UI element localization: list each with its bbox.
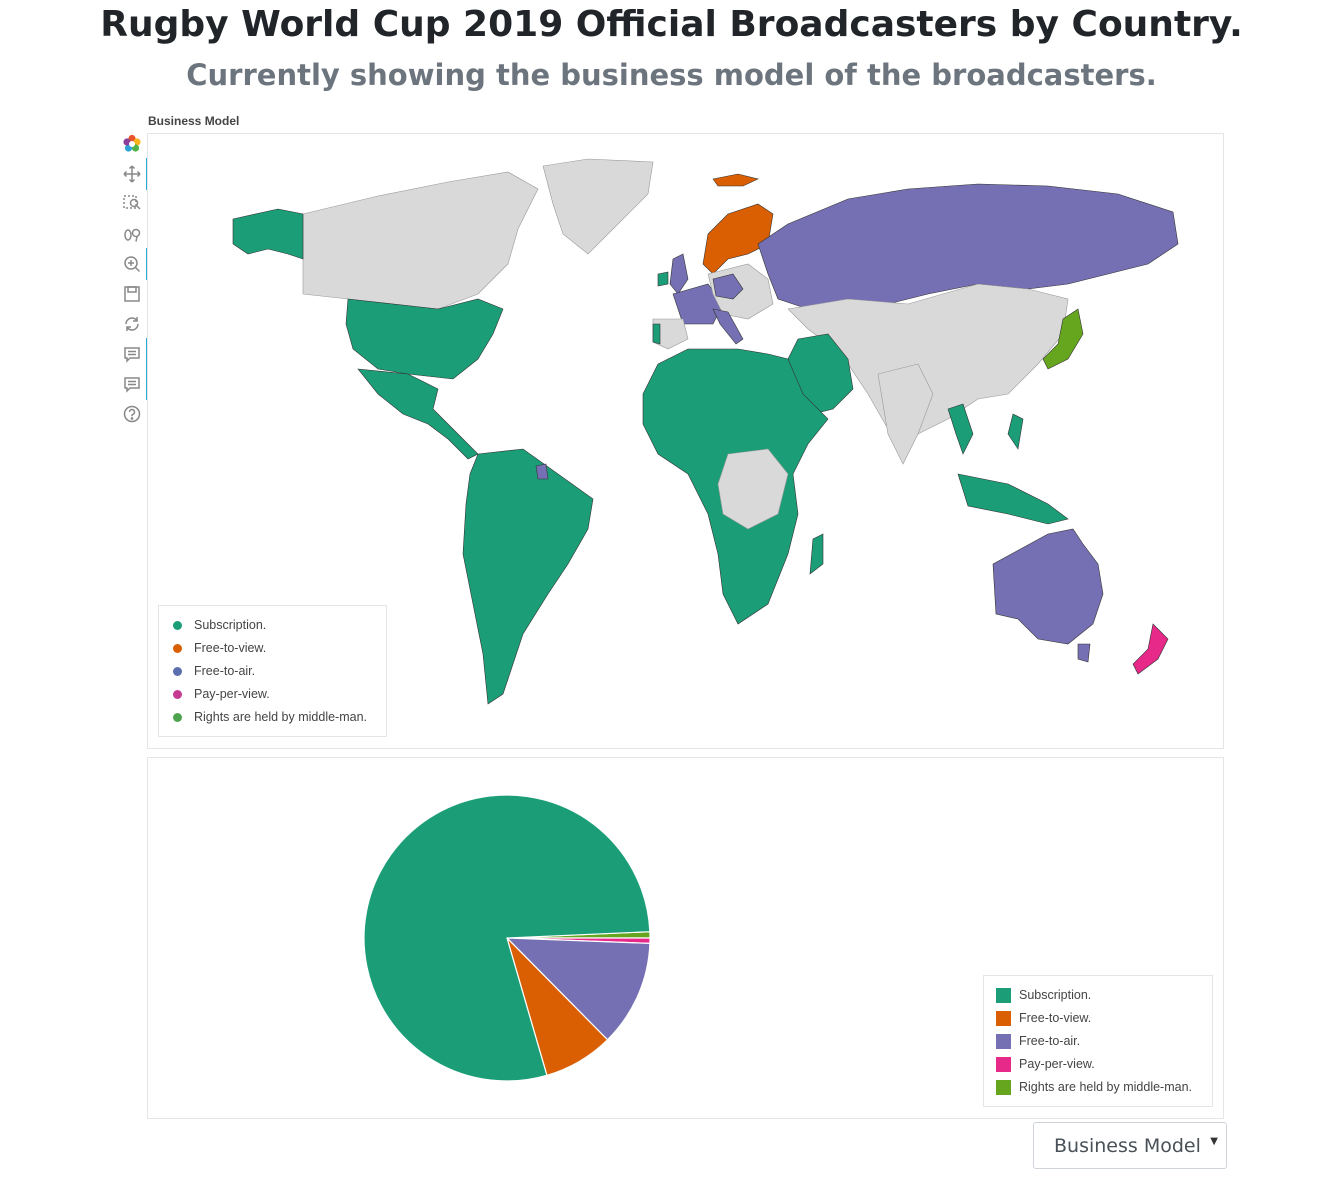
legend-swatch: [996, 1033, 1011, 1049]
pie-legend: Subscription. Free-to-view. Free-to-air.…: [983, 975, 1213, 1107]
hover-icon-2[interactable]: [120, 368, 148, 400]
legend-label: Free-to-air.: [1019, 1034, 1081, 1048]
world-map: [232, 158, 1179, 705]
help-icon[interactable]: [120, 402, 144, 426]
map-region-indonesia: [957, 473, 1069, 525]
page-title: Rugby World Cup 2019 Official Broadcaste…: [100, 4, 1243, 45]
map-region-mexico: [357, 368, 479, 460]
map-region-central-africa-gray: [717, 448, 789, 530]
pie-legend-item: Rights are held by middle-man.: [984, 1077, 1192, 1097]
legend-swatch: [173, 620, 182, 630]
pie-legend-item: Pay-per-view.: [984, 1054, 1095, 1074]
pie-legend-item: Subscription.: [984, 985, 1091, 1005]
metric-select[interactable]: Business Model ▼: [1033, 1122, 1227, 1169]
map-legend-item: Pay-per-view.: [159, 684, 270, 704]
wheel-zoom-icon[interactable]: [120, 222, 144, 246]
map-region-south-america: [462, 448, 594, 705]
map-region-portugal: [652, 323, 661, 345]
map-region-madagascar: [809, 533, 824, 575]
reset-icon[interactable]: [120, 312, 144, 336]
bokeh-logo-icon[interactable]: [120, 132, 144, 156]
legend-label: Free-to-view.: [194, 641, 267, 655]
legend-label: Rights are held by middle-man.: [1019, 1080, 1192, 1094]
map-region-japan: [1042, 308, 1084, 370]
legend-swatch: [173, 643, 182, 653]
legend-swatch: [996, 1010, 1011, 1026]
box-zoom-icon[interactable]: [120, 192, 144, 216]
legend-swatch: [173, 712, 182, 722]
legend-swatch: [996, 987, 1011, 1003]
legend-label: Subscription.: [1019, 988, 1092, 1002]
page-subtitle: Currently showing the business model of …: [186, 58, 1157, 92]
pie-legend-item: Free-to-view.: [984, 1008, 1091, 1028]
map-region-vietnam: [947, 403, 974, 455]
save-icon[interactable]: [120, 282, 144, 306]
pan-icon[interactable]: [120, 158, 148, 190]
metric-select-value: Business Model: [1054, 1134, 1201, 1157]
chevron-down-icon: ▼: [1210, 1136, 1218, 1147]
pie-chart: [363, 794, 651, 1082]
map-region-alaska: [232, 208, 304, 260]
legend-swatch: [996, 1056, 1011, 1072]
zoom-in-icon[interactable]: [120, 248, 148, 280]
map-legend-item: Free-to-air.: [159, 661, 255, 681]
map-legend: Subscription. Free-to-view. Free-to-air.…: [158, 605, 387, 737]
map-region-svalbard: [712, 173, 759, 187]
map-region-canada: [302, 171, 539, 310]
map-region-india: [877, 363, 934, 465]
map-region-germany: [712, 273, 744, 300]
pie-legend-item: Free-to-air.: [984, 1031, 1080, 1051]
legend-label: Pay-per-view.: [194, 687, 270, 701]
pie-slice[interactable]: [505, 937, 651, 1041]
legend-swatch: [173, 666, 182, 676]
map-region-australia: [992, 528, 1104, 645]
legend-label: Subscription.: [194, 618, 267, 632]
map-region-usa: [345, 298, 504, 380]
map-region-new-zealand: [1132, 623, 1169, 675]
map-region-greenland: [542, 158, 654, 255]
map-legend-item: Free-to-view.: [159, 638, 266, 658]
map-region-french-guiana: [535, 463, 549, 480]
hover-icon[interactable]: [120, 338, 148, 370]
map-region-italy: [712, 308, 744, 345]
map-label: Business Model: [148, 114, 240, 128]
legend-label: Rights are held by middle-man.: [194, 710, 367, 724]
map-region-philippines: [1007, 413, 1024, 450]
map-region-scandinavia: [702, 203, 774, 275]
map-legend-item: Rights are held by middle-man.: [159, 707, 367, 727]
map-legend-item: Subscription.: [159, 615, 266, 635]
map-region-uk: [669, 253, 689, 295]
legend-label: Free-to-air.: [194, 664, 256, 678]
pie-slice[interactable]: [363, 794, 651, 1082]
map-region-ireland: [657, 271, 669, 287]
legend-swatch: [173, 689, 182, 699]
map-region-tasmania: [1077, 643, 1091, 663]
legend-label: Free-to-view.: [1019, 1011, 1092, 1025]
legend-swatch: [996, 1079, 1011, 1095]
legend-label: Pay-per-view.: [1019, 1057, 1095, 1071]
